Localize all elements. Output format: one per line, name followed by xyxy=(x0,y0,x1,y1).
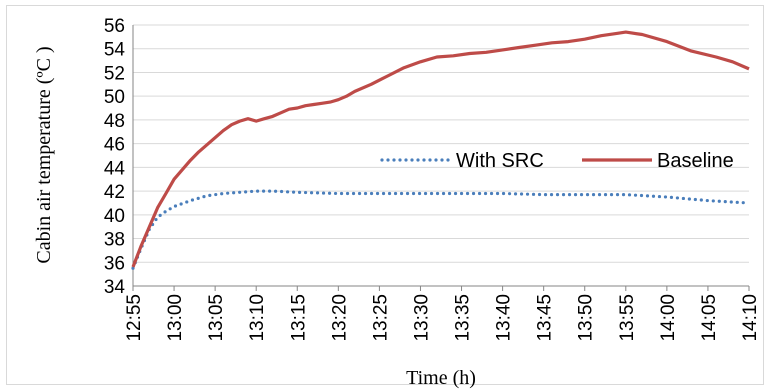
y-tick-label: 38 xyxy=(104,230,125,251)
x-tick-label: 13:30 xyxy=(411,294,432,342)
x-tick-label: 13:05 xyxy=(206,294,227,342)
y-tick-label: 36 xyxy=(104,253,125,274)
x-tick-label: 13:20 xyxy=(329,294,350,342)
chart-frame xyxy=(6,5,764,385)
y-axis-title: Cabin air temperature (ºC ) xyxy=(33,46,55,263)
x-tick-label: 13:50 xyxy=(576,294,597,342)
y-tick-label: 34 xyxy=(104,277,126,298)
gridlines xyxy=(133,24,749,263)
legend-label-baseline: Baseline xyxy=(657,150,734,172)
series-line-with-src xyxy=(131,189,751,270)
y-tick-label: 40 xyxy=(104,206,125,227)
y-tick-label: 42 xyxy=(104,182,125,203)
y-tick-label: 44 xyxy=(104,158,126,179)
y-tick-label: 50 xyxy=(104,87,125,108)
series-line-baseline xyxy=(131,30,750,268)
legend: With SRC Baseline xyxy=(380,150,734,172)
x-tick-labels: 12:55 13:00 13:05 13:10 13:15 13:20 13:25 13:30… xyxy=(124,294,761,342)
series-lines xyxy=(131,30,751,270)
x-tick-label: 14:05 xyxy=(699,294,720,342)
x-tick-label: 13:35 xyxy=(453,294,474,342)
y-tick-label: 52 xyxy=(104,63,125,84)
axes xyxy=(132,25,750,291)
legend-label-with-src: With SRC xyxy=(456,150,544,172)
y-tick-label: 48 xyxy=(104,111,125,132)
x-tick-label: 13:40 xyxy=(494,294,515,342)
x-tick-label: 12:55 xyxy=(124,294,145,342)
x-tick-label: 13:15 xyxy=(288,294,309,342)
x-tick-label: 13:55 xyxy=(617,294,638,342)
x-tick-label: 13:10 xyxy=(247,294,268,342)
x-tick-label: 13:25 xyxy=(370,294,391,342)
x-tick-label: 14:00 xyxy=(658,294,679,342)
x-tick-label: 14:10 xyxy=(740,294,761,342)
x-tick-label: 13:45 xyxy=(535,294,556,342)
x-tick-label: 13:00 xyxy=(165,294,186,342)
y-tick-label: 46 xyxy=(104,135,125,156)
x-axis-title: Time (h) xyxy=(406,367,476,389)
y-tick-label: 56 xyxy=(104,16,125,37)
y-tick-label: 54 xyxy=(104,40,126,61)
